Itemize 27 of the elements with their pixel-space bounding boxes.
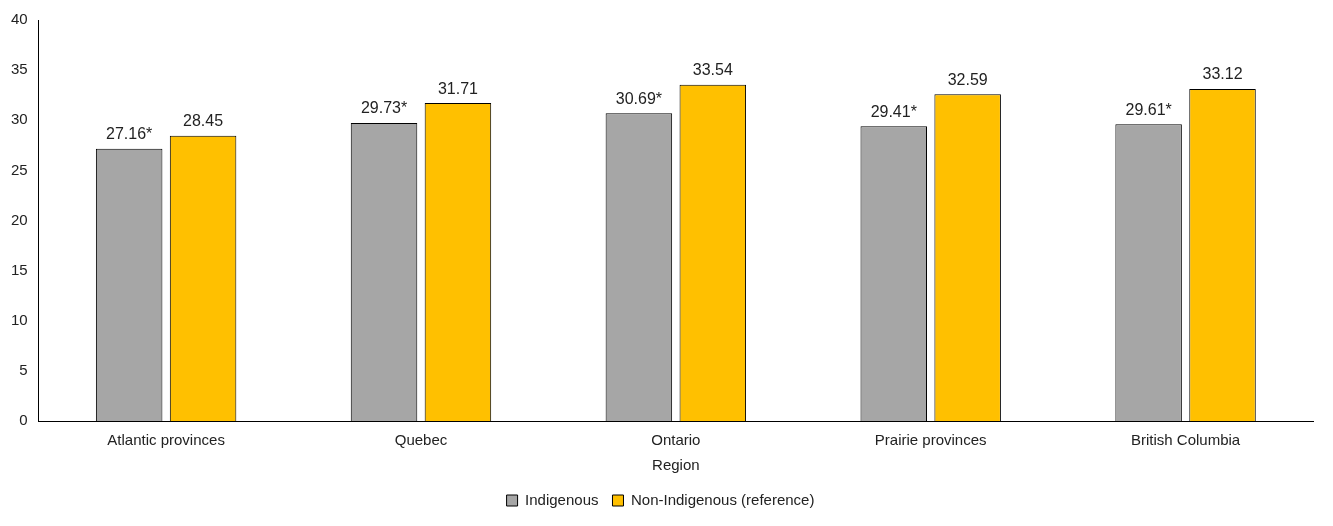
- data-label: 27.16*: [106, 125, 153, 143]
- data-label: 33.12: [1202, 65, 1243, 83]
- y-tick-label: 30: [11, 110, 28, 128]
- legend-label: Indigenous: [525, 490, 599, 508]
- data-label: 33.54: [692, 61, 733, 79]
- data-label: 29.61*: [1125, 100, 1172, 118]
- data-label: 30.69*: [615, 89, 663, 107]
- y-tick-label: 40: [11, 10, 28, 28]
- x-tick-label: British Columbia: [1130, 431, 1241, 449]
- y-tick-label: 5: [19, 361, 28, 379]
- y-tick-label: 25: [11, 160, 28, 178]
- x-tick-label: Quebec: [394, 431, 448, 449]
- x-tick-label: Atlantic provinces: [107, 431, 225, 449]
- y-tick-label: 0: [19, 411, 28, 429]
- y-tick-label: 20: [11, 210, 28, 228]
- y-tick-label: 35: [11, 60, 28, 78]
- data-label: 29.73*: [360, 99, 408, 117]
- y-tick-label: 15: [11, 260, 28, 278]
- x-tick-label: Prairie provinces: [874, 431, 987, 449]
- y-tick-label: 10: [11, 310, 28, 328]
- data-label: 32.59: [947, 70, 988, 88]
- data-label: 29.41*: [870, 102, 917, 120]
- data-label: 28.45: [183, 112, 224, 130]
- x-axis-title: Region: [652, 456, 700, 474]
- data-label: 31.71: [437, 79, 479, 97]
- x-tick-label: Ontario: [651, 431, 701, 449]
- legend-label: Non-Indigenous (reference): [630, 490, 815, 508]
